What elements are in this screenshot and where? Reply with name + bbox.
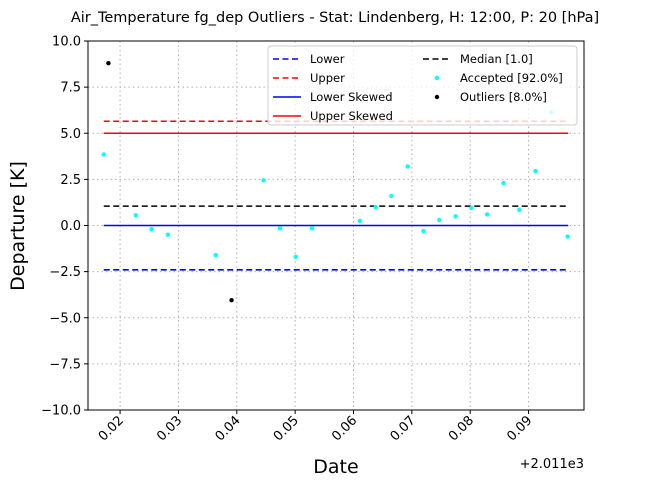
- y-tick-label: −7.5: [49, 357, 81, 372]
- y-tick-label: 10.0: [52, 35, 81, 50]
- point-accepted: [453, 214, 458, 219]
- y-tick-label: −2.5: [49, 265, 81, 280]
- point-accepted: [484, 212, 490, 217]
- x-axis-label: Date: [313, 456, 358, 478]
- point-accepted: [213, 252, 218, 258]
- legend-label-lower-skewed: Lower Skewed: [310, 90, 393, 104]
- legend-label-upper: Upper: [310, 71, 345, 85]
- y-tick-label: −10.0: [41, 404, 81, 419]
- point-accepted: [277, 226, 283, 231]
- legend-label-lower: Lower: [310, 52, 345, 66]
- y-tick-label: 5.0: [60, 127, 81, 142]
- data-points: [101, 60, 570, 303]
- y-tick-label: 7.5: [60, 81, 81, 96]
- point-accepted: [293, 254, 298, 260]
- point-accepted: [309, 226, 315, 231]
- point-accepted: [357, 218, 363, 224]
- point-accepted: [437, 217, 442, 223]
- y-tick-label: 2.5: [60, 173, 81, 188]
- point-accepted: [405, 164, 410, 169]
- point-outliers: [106, 60, 111, 66]
- y-tick-label: −5.0: [49, 311, 81, 326]
- point-accepted: [517, 207, 522, 213]
- point-accepted: [421, 228, 426, 234]
- point-accepted: [501, 180, 506, 186]
- point-accepted: [149, 226, 154, 232]
- y-axis-label: Departure [K]: [7, 161, 29, 291]
- y-axis-ticks: 10.0 7.5 5.0 2.5 0.0 −2.5 −5.0 −7.5 −10.0: [41, 35, 88, 419]
- point-accepted: [533, 168, 538, 174]
- point-accepted: [101, 152, 106, 157]
- y-tick-label: 0.0: [60, 219, 81, 234]
- legend-label-upper-skewed: Upper Skewed: [310, 109, 393, 123]
- legend-label-median: Median [1.0]: [460, 52, 533, 66]
- point-accepted: [261, 178, 266, 183]
- legend-swatch-accepted: [434, 75, 440, 81]
- point-accepted: [389, 193, 394, 199]
- legend-swatch-outliers: [434, 94, 440, 100]
- legend: Lower Upper Lower Skewed Upper Skewed Median…: [267, 45, 578, 126]
- point-accepted: [373, 204, 378, 210]
- legend-label-outliers: Outliers [8.0%]: [460, 90, 547, 104]
- point-accepted: [165, 232, 171, 237]
- point-accepted: [133, 213, 139, 218]
- legend-label-accepted: Accepted [92.0%]: [460, 71, 563, 85]
- legend-box: [267, 45, 578, 126]
- point-outliers: [229, 298, 234, 303]
- x-offset-label: +2.011e3: [520, 457, 584, 472]
- chart-title: Air_Temperature fg_dep Outliers - Stat: …: [71, 10, 599, 26]
- point-accepted: [565, 234, 570, 239]
- point-accepted: [469, 205, 474, 211]
